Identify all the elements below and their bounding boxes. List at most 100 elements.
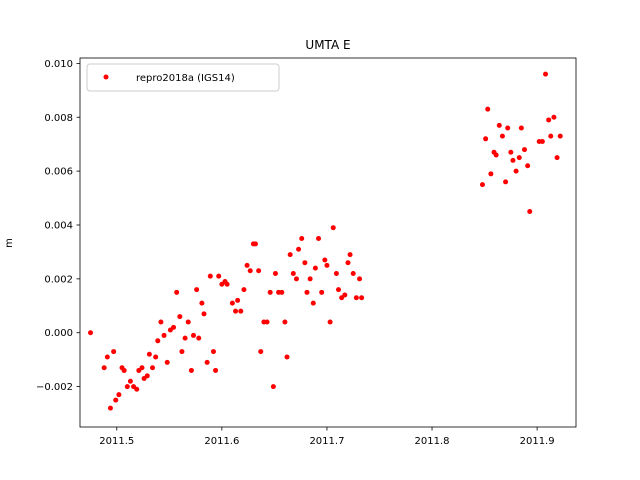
data-point bbox=[111, 349, 117, 355]
data-point bbox=[139, 365, 145, 371]
data-point bbox=[210, 349, 216, 355]
data-point bbox=[247, 268, 253, 274]
y-tick-label: −0.002 bbox=[36, 382, 73, 393]
data-point bbox=[505, 125, 511, 131]
data-point bbox=[252, 241, 258, 247]
data-point bbox=[196, 335, 202, 341]
data-point bbox=[188, 367, 194, 373]
y-tick-label: 0.000 bbox=[44, 328, 73, 339]
data-point bbox=[496, 122, 502, 128]
data-point bbox=[322, 257, 328, 263]
data-point bbox=[185, 319, 191, 325]
y-tick-label: 0.008 bbox=[44, 113, 73, 124]
data-point bbox=[258, 349, 264, 355]
data-point bbox=[201, 311, 207, 317]
x-tick-label: 2011.9 bbox=[520, 436, 555, 447]
data-point bbox=[290, 270, 296, 276]
data-point bbox=[357, 276, 363, 282]
data-point bbox=[287, 252, 293, 258]
data-point bbox=[353, 295, 359, 301]
data-point bbox=[483, 136, 489, 142]
data-point bbox=[216, 273, 222, 279]
data-point bbox=[127, 378, 133, 384]
data-point bbox=[527, 209, 533, 215]
data-point bbox=[525, 163, 531, 169]
data-point bbox=[510, 157, 516, 163]
data-point bbox=[235, 297, 241, 303]
legend-marker bbox=[103, 74, 109, 80]
data-point bbox=[238, 308, 244, 314]
data-point bbox=[213, 367, 219, 373]
data-point bbox=[194, 287, 200, 293]
data-point bbox=[113, 397, 119, 403]
data-point bbox=[546, 117, 552, 123]
data-points bbox=[88, 71, 563, 411]
data-point bbox=[177, 314, 183, 320]
data-point bbox=[359, 295, 365, 301]
data-point bbox=[256, 268, 262, 274]
data-point bbox=[548, 133, 554, 139]
y-tick-label: 0.002 bbox=[44, 274, 73, 285]
y-tick-label: 0.004 bbox=[44, 220, 73, 231]
data-point bbox=[190, 332, 196, 338]
data-point bbox=[319, 289, 325, 295]
data-point bbox=[330, 225, 336, 231]
data-point bbox=[488, 171, 494, 177]
data-point bbox=[345, 260, 351, 266]
y-tick-label: 0.010 bbox=[44, 59, 73, 70]
axes: 2011.5 2011.6 2011.7 2011.8 2011.9 −0.002 0.00… bbox=[36, 57, 577, 447]
data-point bbox=[153, 354, 159, 360]
data-point bbox=[124, 384, 130, 390]
data-point bbox=[350, 270, 356, 276]
data-point bbox=[333, 270, 339, 276]
data-point bbox=[342, 292, 348, 298]
legend-box bbox=[86, 63, 280, 92]
plot-frame bbox=[79, 57, 577, 428]
data-point bbox=[299, 235, 305, 241]
data-point bbox=[551, 114, 557, 120]
data-point bbox=[518, 125, 524, 131]
data-point bbox=[116, 392, 122, 398]
data-point bbox=[508, 149, 514, 155]
y-tick-label: 0.006 bbox=[44, 167, 73, 178]
data-point bbox=[296, 246, 302, 252]
data-point bbox=[347, 252, 353, 258]
data-point bbox=[134, 386, 140, 392]
data-point bbox=[207, 273, 213, 279]
data-point bbox=[310, 300, 316, 306]
data-point bbox=[107, 405, 113, 411]
data-point bbox=[282, 319, 288, 325]
data-point bbox=[324, 262, 330, 268]
x-tick-label: 2011.5 bbox=[99, 436, 134, 447]
data-point bbox=[327, 319, 333, 325]
data-point bbox=[104, 354, 110, 360]
data-point bbox=[267, 289, 273, 295]
legend: repro2018a (IGS14) bbox=[86, 63, 280, 92]
legend-label: repro2018a (IGS14) bbox=[136, 73, 235, 84]
data-point bbox=[121, 367, 127, 373]
data-point bbox=[101, 365, 107, 371]
data-point bbox=[539, 139, 545, 144]
data-point bbox=[499, 133, 505, 139]
data-point bbox=[146, 351, 152, 357]
data-point bbox=[233, 308, 239, 314]
data-point bbox=[485, 106, 491, 112]
data-point bbox=[513, 168, 519, 174]
x-tick-label: 2011.7 bbox=[309, 436, 344, 447]
data-point bbox=[479, 182, 485, 188]
data-point bbox=[161, 332, 167, 338]
data-point bbox=[229, 300, 235, 306]
data-point bbox=[150, 365, 156, 371]
data-point bbox=[554, 155, 560, 161]
data-point bbox=[224, 281, 230, 287]
data-point bbox=[293, 276, 299, 282]
data-point bbox=[304, 289, 310, 295]
data-point bbox=[241, 287, 247, 293]
data-point bbox=[557, 133, 563, 139]
data-point bbox=[522, 147, 528, 153]
data-point bbox=[158, 319, 164, 325]
data-point bbox=[244, 262, 250, 268]
data-point bbox=[144, 373, 150, 379]
data-point bbox=[164, 359, 170, 365]
